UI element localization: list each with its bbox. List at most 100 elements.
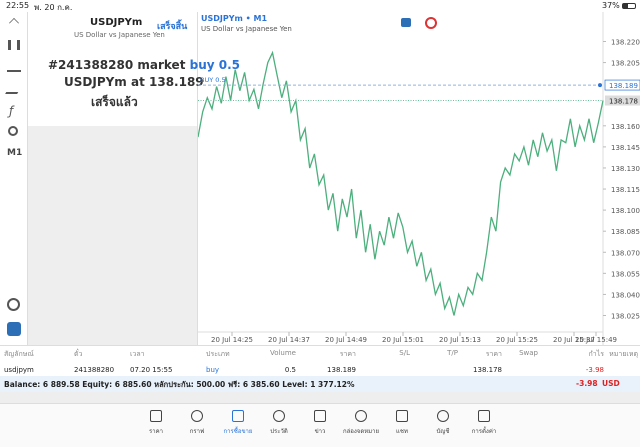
x-tick-label: 20 Jul 15:13 [439, 336, 481, 344]
cell: 07.20 15:55 [130, 366, 173, 374]
column-header: T/P [447, 349, 458, 357]
balance: Balance: 6 889.58 Equity: 6 885.60 หลักป… [4, 380, 355, 389]
price-chart: USDJPYm • M1 US Dollar vs Japanese Yen 1… [198, 12, 640, 345]
y-tick-label: 138.145 [611, 144, 640, 152]
candles-icon[interactable] [8, 40, 20, 50]
y-tick-label: 138.205 [611, 60, 640, 68]
x-tick-label: 20 Jul 14:25 [211, 336, 253, 344]
cell: 241388280 [74, 366, 115, 374]
y-tick-label: 138.160 [611, 123, 640, 131]
chart-title: USDJPYm • M1 [201, 14, 268, 23]
currency: USD [602, 379, 620, 388]
column-header: ประเภท [206, 350, 230, 358]
time: 22:55 [6, 1, 30, 10]
cell: 138.178 [473, 366, 502, 374]
order-text: #241388280 market [48, 58, 190, 72]
x-tick-label: 20 Jul 14:37 [268, 336, 310, 344]
nav-label[interactable]: การซื้อขาย [223, 428, 253, 435]
cell: buy [206, 366, 220, 374]
column-header: ตั๋ว [74, 350, 83, 358]
y-tick-label: 138.025 [611, 312, 640, 320]
y-tick-label: 138.040 [611, 291, 640, 299]
nav-label[interactable]: ประวัติ [270, 428, 288, 435]
y-tick-label: 138.070 [611, 249, 640, 257]
one-click-icon[interactable] [401, 18, 411, 27]
buy-dot [598, 83, 602, 88]
bid-box [605, 95, 640, 106]
nav-icon[interactable] [273, 410, 285, 422]
cell: -3.98 [585, 366, 604, 374]
crosshair-icon[interactable] [9, 18, 19, 28]
column-header: กำไร [588, 350, 604, 358]
nav-icon[interactable] [478, 410, 490, 422]
nav-label[interactable]: การตั้งค่า [471, 428, 497, 435]
order-result: USDJPYm เสร็จสิ้น US Dollar vs Japanese … [28, 12, 240, 126]
order-side: buy 0.5 [189, 58, 240, 72]
x-tick-label: 20 Jul 14:49 [325, 336, 367, 344]
balance-row: Balance: 6 889.58 Equity: 6 885.60 หลักป… [0, 376, 640, 392]
buy-price: 138.189 [609, 82, 638, 90]
column-header: เวลา [130, 350, 145, 358]
cell: 0.5 [284, 366, 296, 374]
shapes-icon[interactable] [8, 126, 18, 136]
column-header: Swap [519, 349, 538, 357]
nav-icon[interactable] [396, 410, 408, 422]
history-icon[interactable] [7, 298, 20, 311]
nav-label[interactable]: แชท [396, 428, 408, 435]
signal-icon[interactable] [425, 17, 437, 29]
y-tick-label: 138.100 [611, 207, 640, 215]
nav-label[interactable]: กราฟ [189, 428, 205, 435]
buy-label: BUY 0.5 [200, 76, 226, 84]
x-tick-label: 20 Jul 15:01 [382, 336, 424, 344]
bottom-nav: ราคา กราฟ การซื้อขาย ประวัติ ข่าว กล่องจดหมาย… [0, 403, 640, 447]
nav-icon[interactable] [191, 410, 203, 422]
cell: 138.189 [327, 366, 356, 374]
nav-icon[interactable] [232, 410, 244, 422]
y-tick-label: 138.115 [611, 186, 640, 194]
mode-icon[interactable] [7, 322, 21, 336]
date: พ. 20 ก.ค. [34, 3, 73, 12]
chart-subtitle: US Dollar vs Japanese Yen [201, 25, 292, 33]
description: US Dollar vs Japanese Yen [74, 31, 165, 39]
cell: usdjpym [4, 366, 34, 374]
battery-icon [622, 3, 636, 9]
nav-label[interactable]: กล่องจดหมาย [342, 428, 380, 435]
nav-label[interactable]: บัญชี [436, 428, 450, 435]
x-tick-label: 20 Jul 15:49 [575, 336, 617, 344]
price-line [198, 50, 604, 316]
column-header: ราคา [339, 350, 356, 358]
y-tick-label: 138.085 [611, 228, 640, 236]
order-line: #241388280 market buy 0.5 [48, 58, 240, 72]
nav-icon[interactable] [314, 410, 326, 422]
y-tick-label: 138.220 [611, 39, 640, 47]
price-line: USDJPYm at 138.189 [64, 75, 204, 89]
function-icon[interactable]: ƒ [9, 104, 14, 118]
price-text: USDJPYm at [64, 75, 149, 89]
x-tick-label: 20 Jul 15:37 [553, 336, 595, 344]
nav-icon[interactable] [150, 410, 162, 422]
done-button[interactable]: เสร็จสิ้น [157, 22, 188, 32]
toolbar: ƒ M1 [0, 12, 28, 345]
y-tick-label: 138.055 [611, 270, 640, 278]
trade-table: สัญลักษณ์ ตั๋ว เวลา ประเภท Volume ราคา S/L T/P ร… [0, 345, 640, 392]
timeframe[interactable]: M1 [7, 148, 23, 158]
nav-icon[interactable] [437, 410, 449, 422]
total-profit: -3.98 [576, 379, 598, 388]
column-header: สัญลักษณ์ [4, 350, 34, 358]
result: เสร็จแล้ว [91, 95, 138, 109]
x-tick-label: 20 Jul 15:25 [496, 336, 538, 344]
nav-label[interactable]: ราคา [149, 428, 163, 435]
nav-icon[interactable] [355, 410, 367, 422]
indicators-icon[interactable] [7, 64, 21, 72]
price: 138.189 [149, 75, 204, 89]
y-tick-label: 138.130 [611, 165, 640, 173]
buy-box [604, 79, 640, 91]
column-header: หมายเหตุ [609, 350, 638, 358]
spacer [0, 392, 640, 403]
column-header: ราคา [485, 350, 502, 358]
nav-label[interactable]: ข่าว [314, 428, 326, 435]
order-panel: USDJPYm เสร็จสิ้น US Dollar vs Japanese … [28, 12, 240, 345]
objects-icon[interactable] [5, 84, 23, 94]
symbol[interactable]: USDJPYm [90, 17, 143, 28]
